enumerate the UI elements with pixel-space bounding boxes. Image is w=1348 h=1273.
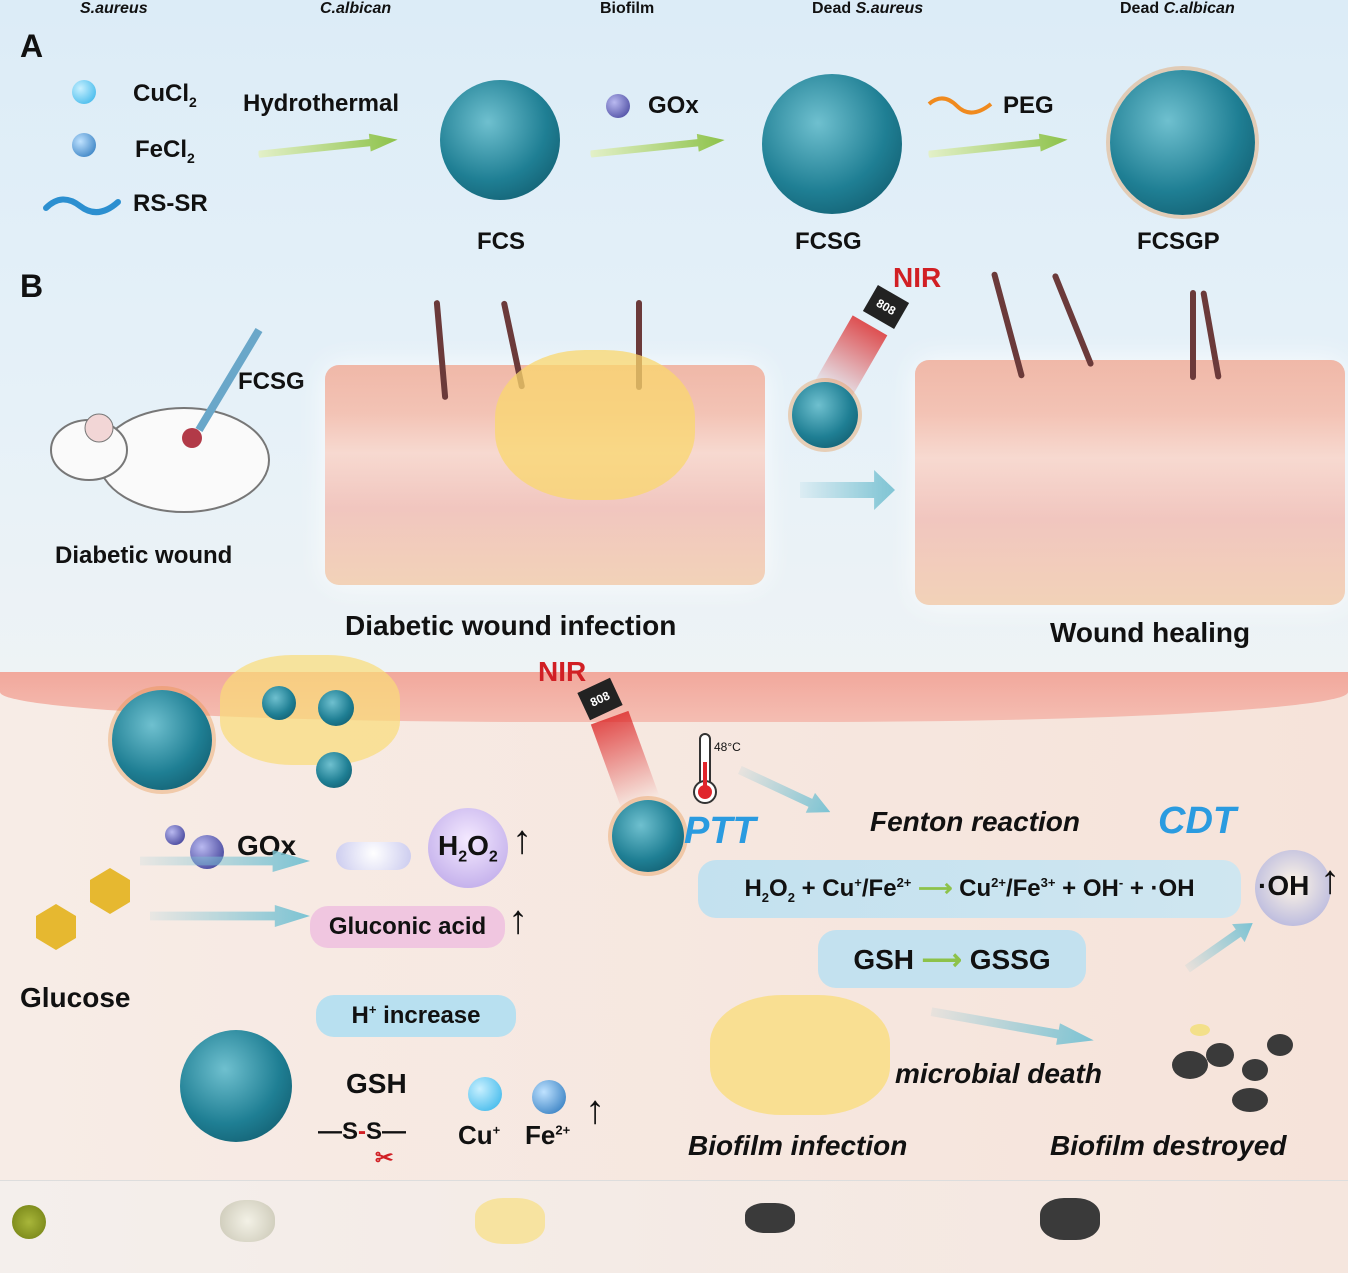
dead-microbes-illustration [1172,1024,1293,1112]
fe-ion-label: Fe2+ [525,1120,571,1150]
peg-chain-icon [927,96,993,115]
step-hydrothermal: Hydrothermal [243,90,400,117]
reagent-cucl2: CuCl2 [133,80,197,110]
disulfide-bond-label: —S-S— [318,1118,407,1145]
reagent-rs-sr: RS-SR [133,190,208,217]
infection-label: Diabetic wound infection [345,610,677,641]
panel-b-label: B [20,268,44,304]
nir-label: NIR [538,656,587,687]
oh-label: ·OH [1258,870,1310,901]
cu-bead-icon [72,80,96,104]
reaction-arrow-icon: ⟶ [914,943,970,975]
healing-label: Wound healing [1050,617,1251,648]
dead-c-albican-icon [1040,1198,1100,1240]
gox-bead-icon [165,825,185,845]
fe-ion-icon [532,1080,566,1114]
healed-skin-illustration [915,360,1345,605]
panel-background-bottom [0,680,1348,1273]
fcsgp-particle-icon [112,690,212,790]
cu-ion-label: Cu+ [458,1120,501,1150]
fcs-particle-icon [180,1030,292,1142]
fcs-particle-icon [440,80,560,200]
fenton-equation-pill: H2O2 + Cu+/Fe2+ ⟶ Cu2+/Fe3+ + OH- + ·OH [698,860,1241,918]
fcsgp-particle-icon [1110,70,1255,215]
dead-s-aureus-icon [745,1203,795,1233]
legend [0,1180,1348,1273]
fcsg-particle-icon [762,74,902,214]
cdt-label: CDT [1158,800,1237,842]
fcsgp-particle-icon [612,800,684,872]
gluconic-acid-pill: Gluconic acid [310,906,505,948]
rs-sr-wave-icon [43,196,121,215]
hydroxyl-radical-bubble [1255,850,1331,926]
biofilm-icon [475,1198,545,1244]
reagent-fecl2: FeCl2 [135,136,195,166]
biofilm-infection-blob [495,350,695,500]
biofilm-blob [220,655,400,765]
s-aureus-icon [12,1205,46,1239]
increase-arrow-icon: ↑ [1320,858,1340,902]
c-albican-icon [220,1200,275,1242]
particle-icon [262,686,296,720]
product-fcsgp: FCSGP [1137,228,1220,255]
legend-dead-s-aureus: Dead S.aureus [812,0,924,17]
legend-s-aureus: S.aureus [80,0,148,17]
product-fcsg: FCSG [795,228,862,255]
mouse-label: Diabetic wound [55,542,233,569]
legend-dead-c-albican: Dead C.albican [1120,0,1235,17]
temperature-label: 48°C [714,740,741,754]
panel-a-label: A [20,28,44,64]
glucose-hexagon-icon [36,868,130,950]
step-gox: GOx [648,92,699,119]
h-plus-pill: H+ increase [316,995,516,1037]
step-peg: PEG [1003,92,1054,119]
glucose-label: Glucose [20,982,131,1013]
biofilm-destroyed-label: Biofilm destroyed [1050,1130,1287,1161]
h2o2-label: H2O2 [438,830,498,866]
legend-biofilm: Biofilm [600,0,655,17]
gsh-label: GSH [346,1068,407,1099]
product-fcs: FCS [477,228,525,255]
hair-icon [636,300,642,390]
microbial-death-label: microbial death [895,1058,1102,1089]
injection-fcsg-label: FCSG [238,368,305,395]
thermometer-icon [693,733,717,804]
particle-icon [316,752,352,788]
legend-c-albican: C.albican [320,0,392,17]
h2o2-molecule-icon [336,842,411,870]
increase-arrow-icon: ↑ [585,1088,605,1132]
increase-arrow-icon: ↑ [508,898,528,942]
particle-icon [318,690,354,726]
fenton-reaction-label: Fenton reaction [870,806,1081,837]
nir-label-top: NIR [893,262,942,293]
gox-bead-icon [606,94,630,118]
scissors-icon: ✂ [375,1145,394,1170]
biofilm-infection-illustration [710,995,890,1115]
h2o2-bubble [428,808,508,888]
ptt-label: PTT [684,810,756,852]
fe-bead-icon [72,133,96,157]
hair-icon [1190,290,1196,380]
reaction-arrow-icon: ⟶ [918,874,960,902]
fcsg-particle-icon [792,382,858,448]
biofilm-infection-label: Biofilm infection [688,1130,908,1161]
gsh-gssg-pill: GSH ⟶ GSSG [818,930,1086,988]
cu-ion-icon [468,1077,502,1111]
mouse-with-syringe-icon [50,327,270,513]
increase-arrow-icon: ↑ [512,818,532,862]
